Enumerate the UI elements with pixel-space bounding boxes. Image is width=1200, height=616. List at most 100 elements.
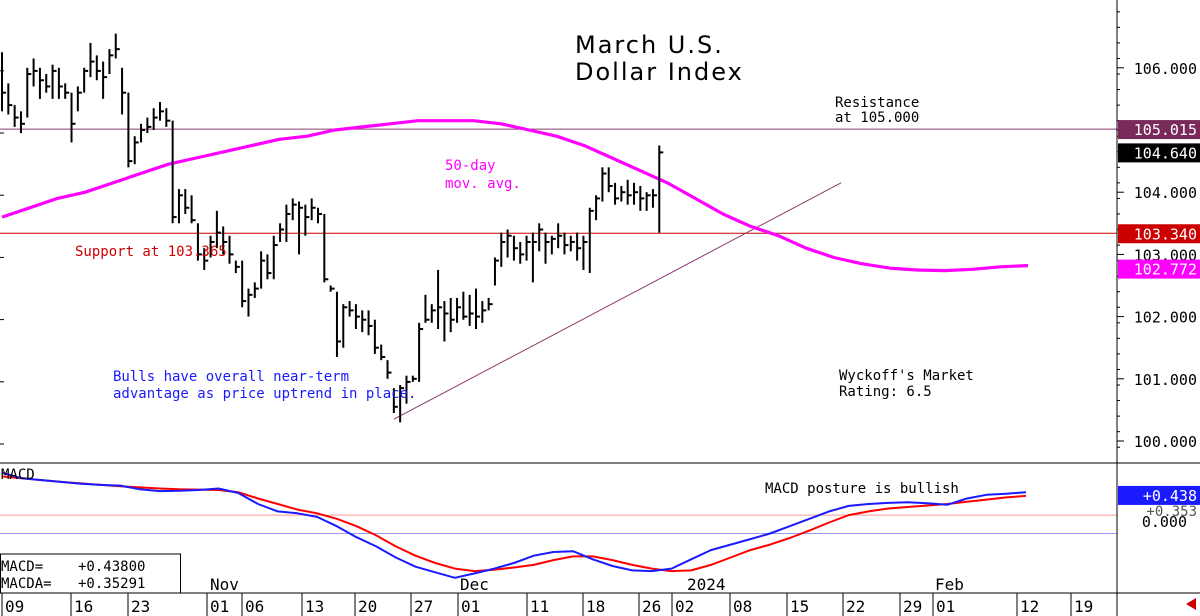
price-bar bbox=[57, 67, 63, 99]
price-bar bbox=[506, 229, 512, 258]
price-tag-label: 102.772 bbox=[1134, 261, 1197, 279]
price-bar bbox=[51, 64, 57, 99]
price-bar bbox=[146, 117, 152, 134]
y-tick-label: 101.000 bbox=[1134, 371, 1197, 389]
x-tick-label: 23 bbox=[131, 597, 150, 616]
price-bar bbox=[601, 167, 607, 202]
price-bar bbox=[140, 123, 146, 143]
price-bar bbox=[7, 83, 13, 115]
price-bar bbox=[500, 232, 506, 267]
macd-line bbox=[1, 471, 1027, 579]
support-label: Support at 103.365 bbox=[75, 244, 227, 260]
price-bar bbox=[317, 207, 322, 224]
price-bar bbox=[399, 385, 405, 423]
price-bar bbox=[76, 86, 82, 112]
price-bar bbox=[19, 111, 25, 134]
price-bar bbox=[165, 108, 171, 127]
price-tag-label: 103.340 bbox=[1134, 225, 1197, 243]
price-bar bbox=[405, 375, 411, 404]
month-label: 2024 bbox=[687, 575, 726, 594]
price-bar bbox=[127, 92, 133, 168]
price-bar bbox=[222, 226, 228, 255]
price-bar bbox=[512, 235, 518, 261]
price-bar bbox=[190, 195, 196, 224]
price-bar bbox=[569, 235, 575, 252]
macd-annotation: MACD posture is bullish bbox=[765, 481, 959, 497]
price-bar bbox=[544, 232, 550, 264]
price-bar bbox=[285, 204, 291, 242]
price-bar bbox=[348, 301, 354, 317]
macd-readout-label: MACD= bbox=[1, 559, 43, 575]
chart-title-line2: Dollar Index bbox=[575, 58, 744, 86]
price-bar bbox=[658, 145, 664, 233]
price-bar bbox=[519, 241, 525, 264]
y-tick-label: 106.000 bbox=[1134, 60, 1197, 78]
x-tick-label: 12 bbox=[1020, 597, 1039, 616]
price-bar bbox=[234, 260, 240, 274]
price-bar bbox=[475, 288, 480, 330]
price-bar bbox=[645, 192, 651, 211]
macd-signal-line bbox=[1, 475, 1027, 573]
price-bar bbox=[437, 269, 443, 330]
price-bar bbox=[241, 260, 247, 308]
macd-readout-label: MACDA= bbox=[1, 576, 52, 592]
wyckoff-rating: Wyckoff's Market bbox=[839, 368, 974, 384]
price-bar bbox=[45, 74, 51, 93]
trendline bbox=[393, 182, 842, 420]
price-bar bbox=[342, 304, 348, 348]
price-bar bbox=[1, 52, 6, 112]
price-bar bbox=[247, 288, 253, 317]
price-bar bbox=[557, 223, 563, 249]
price-bar bbox=[588, 207, 594, 274]
price-bar bbox=[626, 179, 632, 205]
y-tick-label: 102.000 bbox=[1134, 309, 1197, 327]
price-bar bbox=[367, 310, 373, 336]
price-bar bbox=[159, 102, 164, 121]
price-bar bbox=[449, 297, 455, 333]
price-bar bbox=[329, 285, 335, 292]
price-bar bbox=[304, 204, 310, 236]
macd-signal-tag: +0.353 bbox=[1146, 504, 1197, 520]
macd-readout-value: +0.43800 bbox=[78, 559, 145, 575]
price-bar bbox=[184, 189, 190, 214]
x-tick-label: 27 bbox=[414, 597, 433, 616]
price-bar bbox=[550, 235, 556, 255]
chart-title: March U.S. bbox=[575, 31, 724, 59]
price-bar bbox=[253, 282, 259, 298]
price-bar bbox=[171, 120, 177, 224]
macd-y-tick-label: 0.000 bbox=[1142, 513, 1187, 531]
price-tag: 103.340 bbox=[1118, 224, 1200, 244]
price-tag-label: 105.015 bbox=[1134, 121, 1197, 139]
price-bar bbox=[70, 92, 76, 143]
macd-tag-label: +0.438 bbox=[1143, 487, 1197, 505]
price-bar bbox=[121, 67, 127, 115]
x-tick-label: 26 bbox=[642, 597, 661, 616]
price-bar bbox=[291, 198, 297, 221]
price-bar bbox=[83, 67, 89, 93]
price-bar bbox=[614, 182, 620, 205]
x-tick-label: 06 bbox=[245, 597, 264, 616]
price-bar bbox=[373, 319, 379, 354]
price-bar bbox=[133, 136, 139, 165]
price-bar bbox=[607, 167, 613, 193]
resistance-label: Resistance bbox=[835, 95, 919, 111]
price-tag-bg bbox=[1118, 259, 1200, 279]
price-bar bbox=[310, 198, 316, 221]
price-bar bbox=[481, 301, 487, 323]
macd-readout: MACD= +0.43800 MACDA= +0.35291 bbox=[0, 553, 181, 594]
price-bar bbox=[209, 235, 215, 258]
macd-readout-box bbox=[0, 553, 181, 594]
price-bar bbox=[89, 42, 95, 78]
price-bar bbox=[196, 223, 202, 261]
price-bar bbox=[354, 304, 360, 330]
price-bar bbox=[620, 185, 626, 202]
x-tick-label: 01 bbox=[210, 597, 229, 616]
scroll-arrow-icon bbox=[1186, 598, 1196, 610]
month-label: Nov bbox=[210, 575, 239, 594]
price-bar bbox=[13, 105, 19, 127]
price-bar bbox=[462, 291, 468, 320]
price-tag-label: 104.640 bbox=[1134, 144, 1197, 162]
price-bar bbox=[468, 294, 474, 326]
x-tick-label: 22 bbox=[846, 597, 865, 616]
